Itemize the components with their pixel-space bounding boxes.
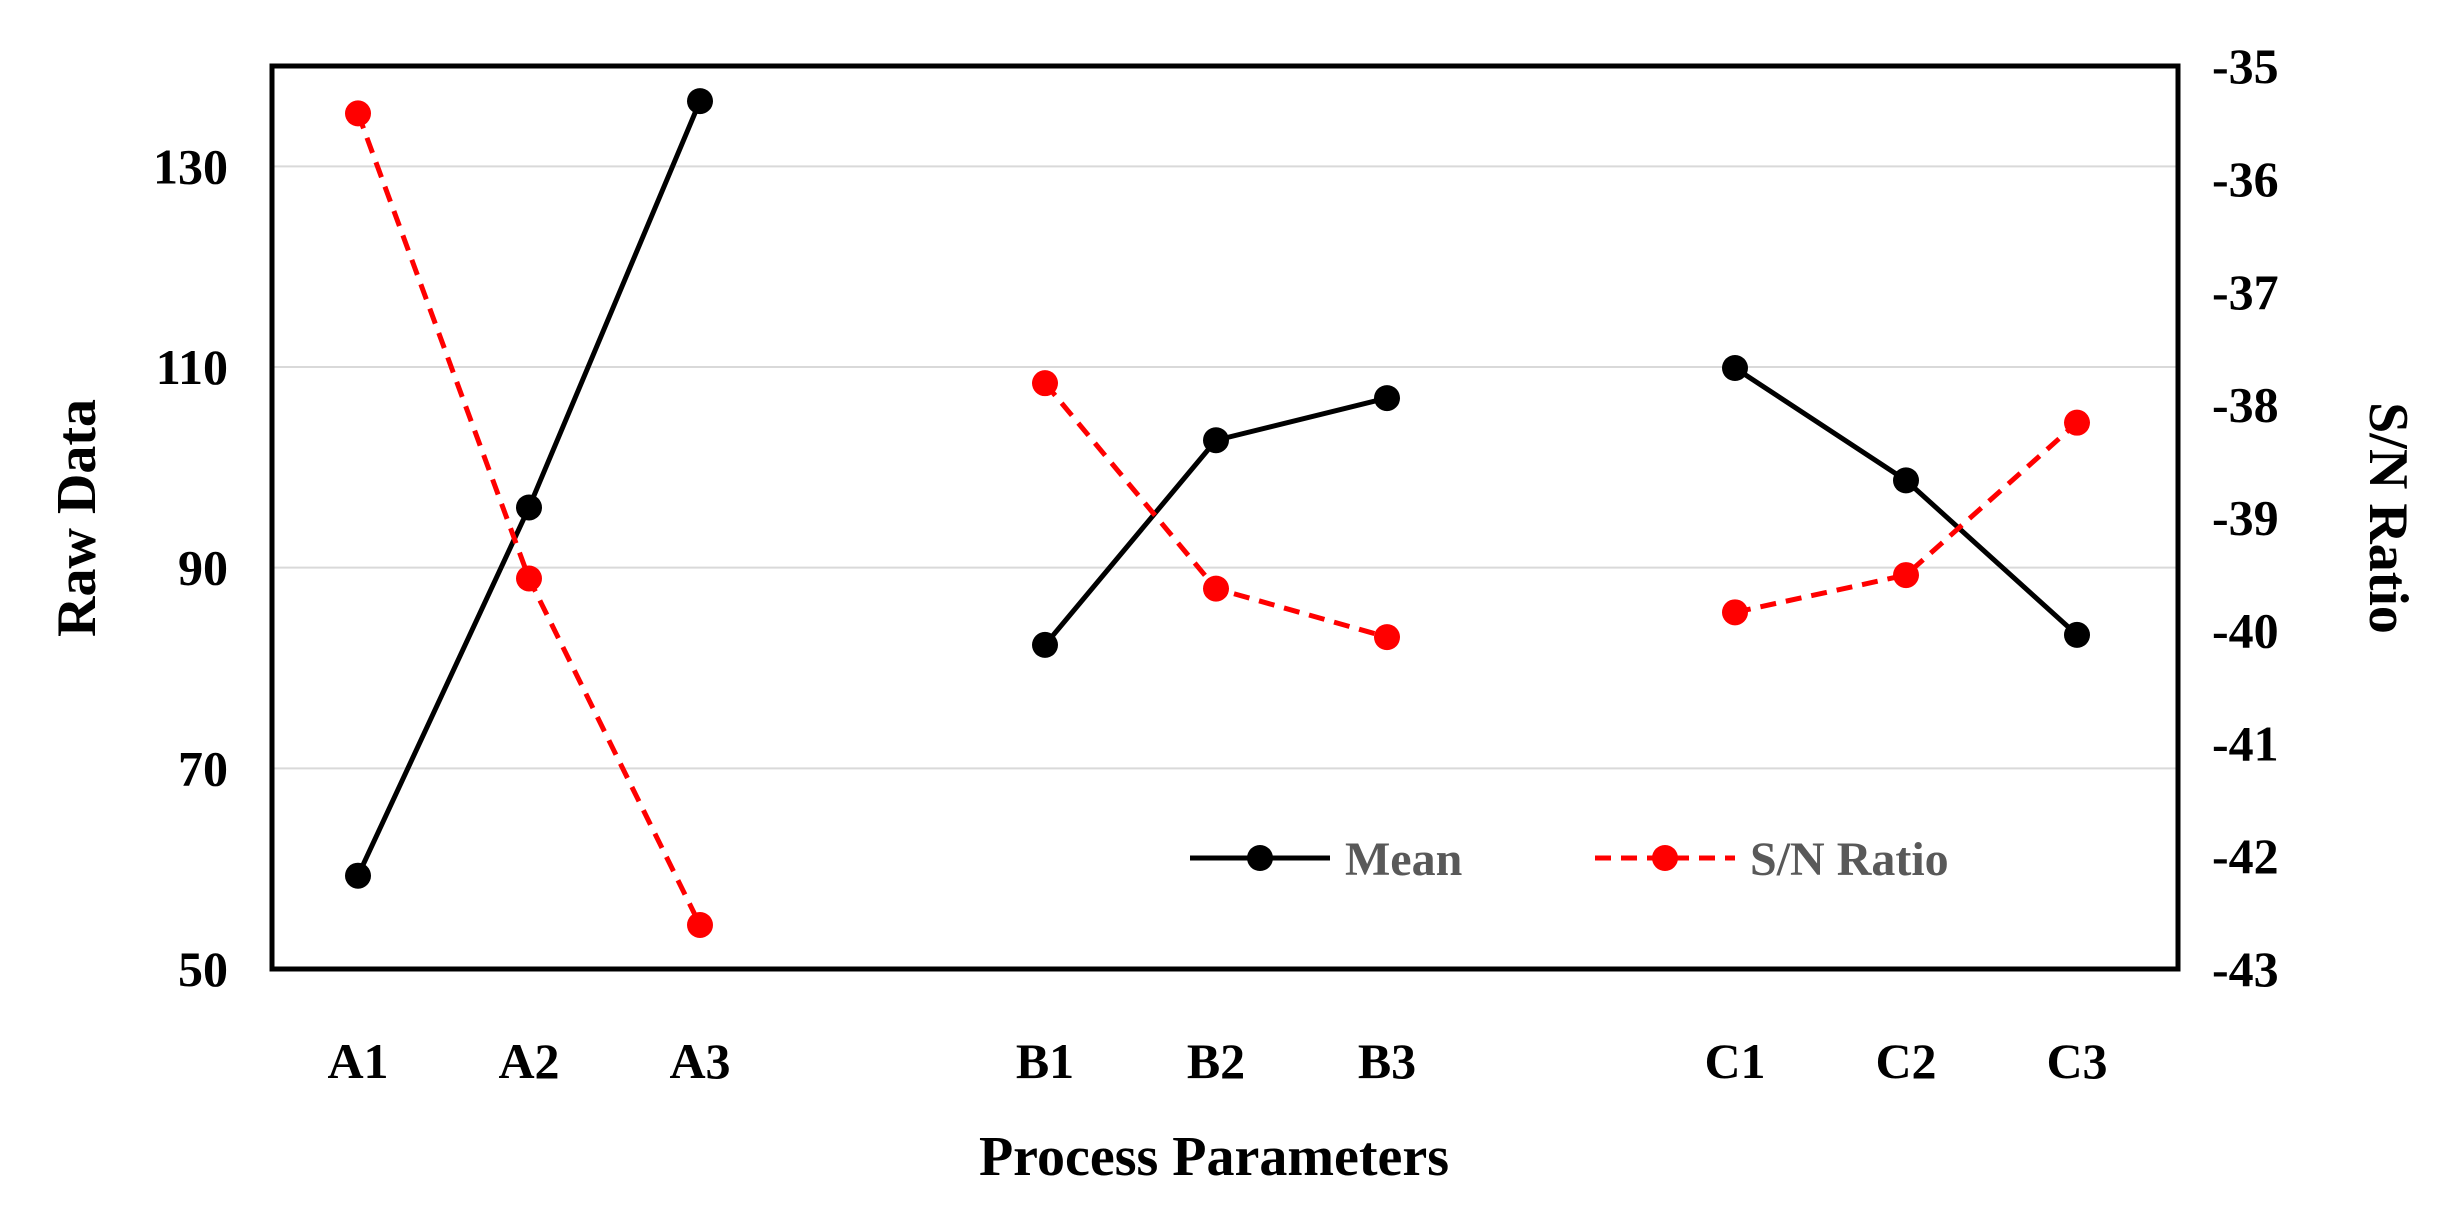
legend-entry-mean: Mean	[1190, 833, 1462, 886]
point-mean-c1	[1722, 355, 1748, 382]
point-mean-b3	[1374, 385, 1400, 412]
series-mean	[345, 88, 2090, 889]
point-s-n-ratio-a3	[687, 911, 713, 938]
y2-tick-label-37: -37	[2212, 264, 2279, 320]
x-tick-label-c3: C3	[2046, 1033, 2107, 1089]
legend-entry-sn-ratio: S/N Ratio	[1595, 833, 1949, 886]
y2-tick-label-42: -42	[2212, 828, 2279, 884]
y-tick-label-70: 70	[178, 740, 228, 796]
point-mean-b1	[1032, 631, 1058, 658]
legend-swatch-sn-marker	[1652, 845, 1678, 871]
y2-axis-title: S/N Ratio	[2357, 402, 2419, 634]
x-tick-label-b3: B3	[1358, 1033, 1416, 1089]
x-axis-ticks: A1 A2 A3 B1 B2 B3 C1 C2 C3	[327, 1033, 2107, 1089]
y-axis-title: Raw Data	[46, 399, 108, 637]
point-mean-a1	[345, 862, 371, 889]
point-s-n-ratio-c2	[1893, 562, 1919, 589]
y2-tick-label-36: -36	[2212, 151, 2279, 207]
x-tick-label-a2: A2	[498, 1033, 559, 1089]
plot-area-frame	[269, 63, 2181, 972]
x-tick-label-b1: B1	[1016, 1033, 1074, 1089]
x-tick-label-c1: C1	[1704, 1033, 1765, 1089]
point-s-n-ratio-b1	[1032, 370, 1058, 397]
point-s-n-ratio-b2	[1203, 575, 1229, 602]
x-tick-label-a3: A3	[669, 1033, 730, 1089]
point-mean-c3	[2064, 621, 2090, 648]
legend-label-sn-ratio: S/N Ratio	[1750, 833, 1949, 886]
point-mean-a2	[516, 494, 542, 521]
y-tick-label-90: 90	[178, 540, 228, 596]
x-tick-label-b2: B2	[1187, 1033, 1245, 1089]
y2-tick-label-40: -40	[2212, 602, 2279, 658]
point-mean-a3	[687, 88, 713, 115]
y-tick-label-50: 50	[178, 941, 228, 997]
point-s-n-ratio-c1	[1722, 599, 1748, 626]
point-s-n-ratio-a2	[516, 565, 542, 592]
y2-tick-label-43: -43	[2212, 941, 2279, 997]
right-axis-ticks: -43 -42 -41 -40 -39 -38 -37 -36 -35	[2212, 38, 2279, 997]
x-tick-label-c2: C2	[1875, 1033, 1936, 1089]
y2-tick-label-35: -35	[2212, 38, 2279, 94]
point-s-n-ratio-b3	[1374, 624, 1400, 651]
y-tick-label-130: 130	[153, 138, 228, 194]
series-layer	[345, 88, 2090, 938]
y2-tick-label-38: -38	[2212, 377, 2279, 433]
y2-tick-label-41: -41	[2212, 715, 2279, 771]
series-line-s-n-ratio-group-3	[1734, 420, 2079, 615]
legend-swatch-mean-marker	[1247, 845, 1273, 871]
point-s-n-ratio-c3	[2064, 409, 2090, 436]
x-axis-title: Process Parameters	[979, 1126, 1449, 1188]
series-s-n-ratio	[345, 100, 2090, 938]
y-tick-label-110: 110	[156, 339, 228, 395]
point-mean-c2	[1893, 467, 1919, 494]
point-s-n-ratio-a1	[345, 100, 371, 127]
legend-label-mean: Mean	[1345, 833, 1462, 886]
point-mean-b2	[1203, 427, 1229, 454]
y2-tick-label-39: -39	[2212, 490, 2279, 546]
legend: Mean S/N Ratio	[1190, 833, 1949, 886]
x-tick-label-a1: A1	[327, 1033, 388, 1089]
left-axis-ticks: 50 70 90 110 130	[153, 138, 228, 997]
